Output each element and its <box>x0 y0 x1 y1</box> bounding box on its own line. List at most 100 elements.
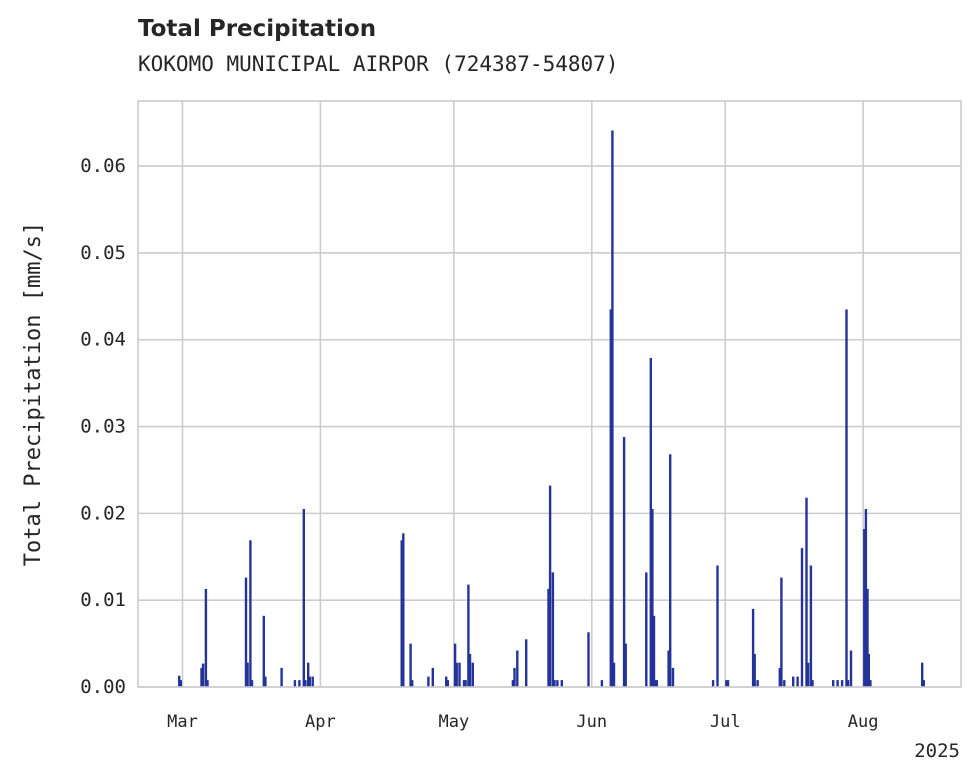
y-tick-label: 0.06 <box>80 155 126 177</box>
x-tick-label: Apr <box>305 712 336 732</box>
precipitation-bar <box>726 680 730 687</box>
precipitation-bar <box>866 588 869 687</box>
precipitation-bar <box>402 533 405 687</box>
precipitation-bar <box>611 130 614 687</box>
precipitation-bar <box>612 662 616 687</box>
precipitation-bar <box>845 309 848 687</box>
precipitation-bar <box>716 565 719 687</box>
precipitation-bar <box>796 676 799 687</box>
precipitation-bar <box>445 676 448 687</box>
precipitation-bar <box>600 680 604 687</box>
precipitation-bar <box>832 680 835 687</box>
precipitation-bar <box>308 676 311 687</box>
precipitation-bar <box>778 667 781 687</box>
precipitation-bar <box>280 667 283 687</box>
precipitation-bar <box>645 572 648 687</box>
precipitation-bar <box>649 358 652 687</box>
precipitation-bar <box>455 662 458 687</box>
precipitation-bar <box>669 454 672 687</box>
precipitation-bar <box>922 680 925 687</box>
precipitation-bar <box>427 676 430 687</box>
precipitation-bar <box>805 497 808 687</box>
x-axis-year-label: 2025 <box>914 740 960 762</box>
precipitation-bar <box>431 667 434 687</box>
precipitation-bar <box>302 509 305 687</box>
precipitation-bar <box>811 680 814 687</box>
precipitation-bar <box>655 680 658 687</box>
precipitation-bar <box>409 643 412 687</box>
precipitation-bar <box>751 608 755 687</box>
x-tick-label: Aug <box>848 712 879 732</box>
precipitation-bar <box>468 654 472 687</box>
chart-title: Total Precipitation <box>138 16 377 42</box>
precipitation-bar <box>453 643 457 687</box>
x-tick-label: Jun <box>576 712 607 732</box>
y-tick-labels: 0.00 0.01 0.02 0.03 0.04 0.05 0.06 <box>80 155 126 698</box>
precipitation-bar <box>548 485 552 687</box>
precipitation-bar <box>809 565 813 687</box>
precipitation-bar <box>293 680 297 687</box>
precipitation-bar <box>467 584 470 687</box>
precipitation-bar <box>783 680 786 687</box>
precipitation-bar <box>792 676 795 687</box>
x-tick-label: Mar <box>167 712 198 732</box>
precipitation-bar <box>547 588 550 687</box>
precipitation-bar <box>556 680 559 687</box>
y-tick-label: 0.01 <box>80 589 126 611</box>
grid-layer <box>138 101 961 688</box>
precipitation-bar <box>780 577 783 687</box>
precipitation-bar <box>800 548 804 687</box>
precipitation-bar <box>624 643 627 687</box>
precipitation-bar <box>560 680 563 687</box>
precipitation-bar <box>511 680 515 687</box>
precipitation-bar <box>246 662 249 687</box>
y-tick-label: 0.05 <box>80 242 126 264</box>
precipitation-bar <box>513 667 516 687</box>
precipitation-bar <box>849 650 853 687</box>
precipitation-bar <box>609 309 612 687</box>
precipitation-bar <box>400 540 403 687</box>
y-tick-label: 0.03 <box>80 416 126 438</box>
plot-frame <box>137 100 962 688</box>
y-axis-label: Total Precipitation [mm/s] <box>21 222 46 566</box>
precipitation-bar <box>204 588 208 687</box>
precipitation-bar <box>846 680 850 687</box>
precipitation-bar <box>553 680 556 687</box>
precipitation-bar <box>863 529 866 687</box>
precipitation-bar <box>667 650 670 687</box>
precipitation-bar <box>178 675 181 687</box>
precipitation-bar <box>756 680 759 687</box>
precipitation-bar <box>654 680 657 687</box>
precipitation-bar <box>867 654 870 687</box>
precipitation-bar <box>753 654 756 687</box>
precipitation-bar <box>806 662 810 687</box>
y-tick-label: 0.02 <box>80 502 126 524</box>
precipitation-bar <box>179 680 182 687</box>
y-tick-label: 0.00 <box>80 676 126 698</box>
precipitation-bar <box>458 662 461 687</box>
precipitation-bar <box>200 667 203 687</box>
precipitation-bar <box>864 509 868 687</box>
precipitation-bar <box>206 680 209 687</box>
precipitation-bar <box>201 663 205 687</box>
bars-layer <box>178 130 925 687</box>
chart-subtitle: KOKOMO MUNICIPAL AIRPOR (724387-54807) <box>138 52 619 76</box>
precipitation-bar <box>836 680 839 687</box>
x-tick-label: May <box>438 712 469 732</box>
precipitation-bar <box>671 667 675 687</box>
precipitation-bar <box>307 662 310 687</box>
precipitation-bar <box>244 577 248 687</box>
precipitation-bar <box>250 680 254 687</box>
precipitation-bar <box>462 680 466 687</box>
precipitation-bar <box>725 680 728 687</box>
precipitation-bar <box>264 676 267 687</box>
precipitation-bar <box>651 509 654 687</box>
precipitation-bar <box>304 680 307 687</box>
precipitation-bar <box>921 662 924 687</box>
precipitation-bar <box>249 540 252 687</box>
precipitation-bar <box>622 437 626 687</box>
precipitation-bar <box>464 680 467 687</box>
precipitation-bar <box>587 632 590 687</box>
precipitation-bar <box>551 572 555 687</box>
precipitation-bar <box>411 680 414 687</box>
